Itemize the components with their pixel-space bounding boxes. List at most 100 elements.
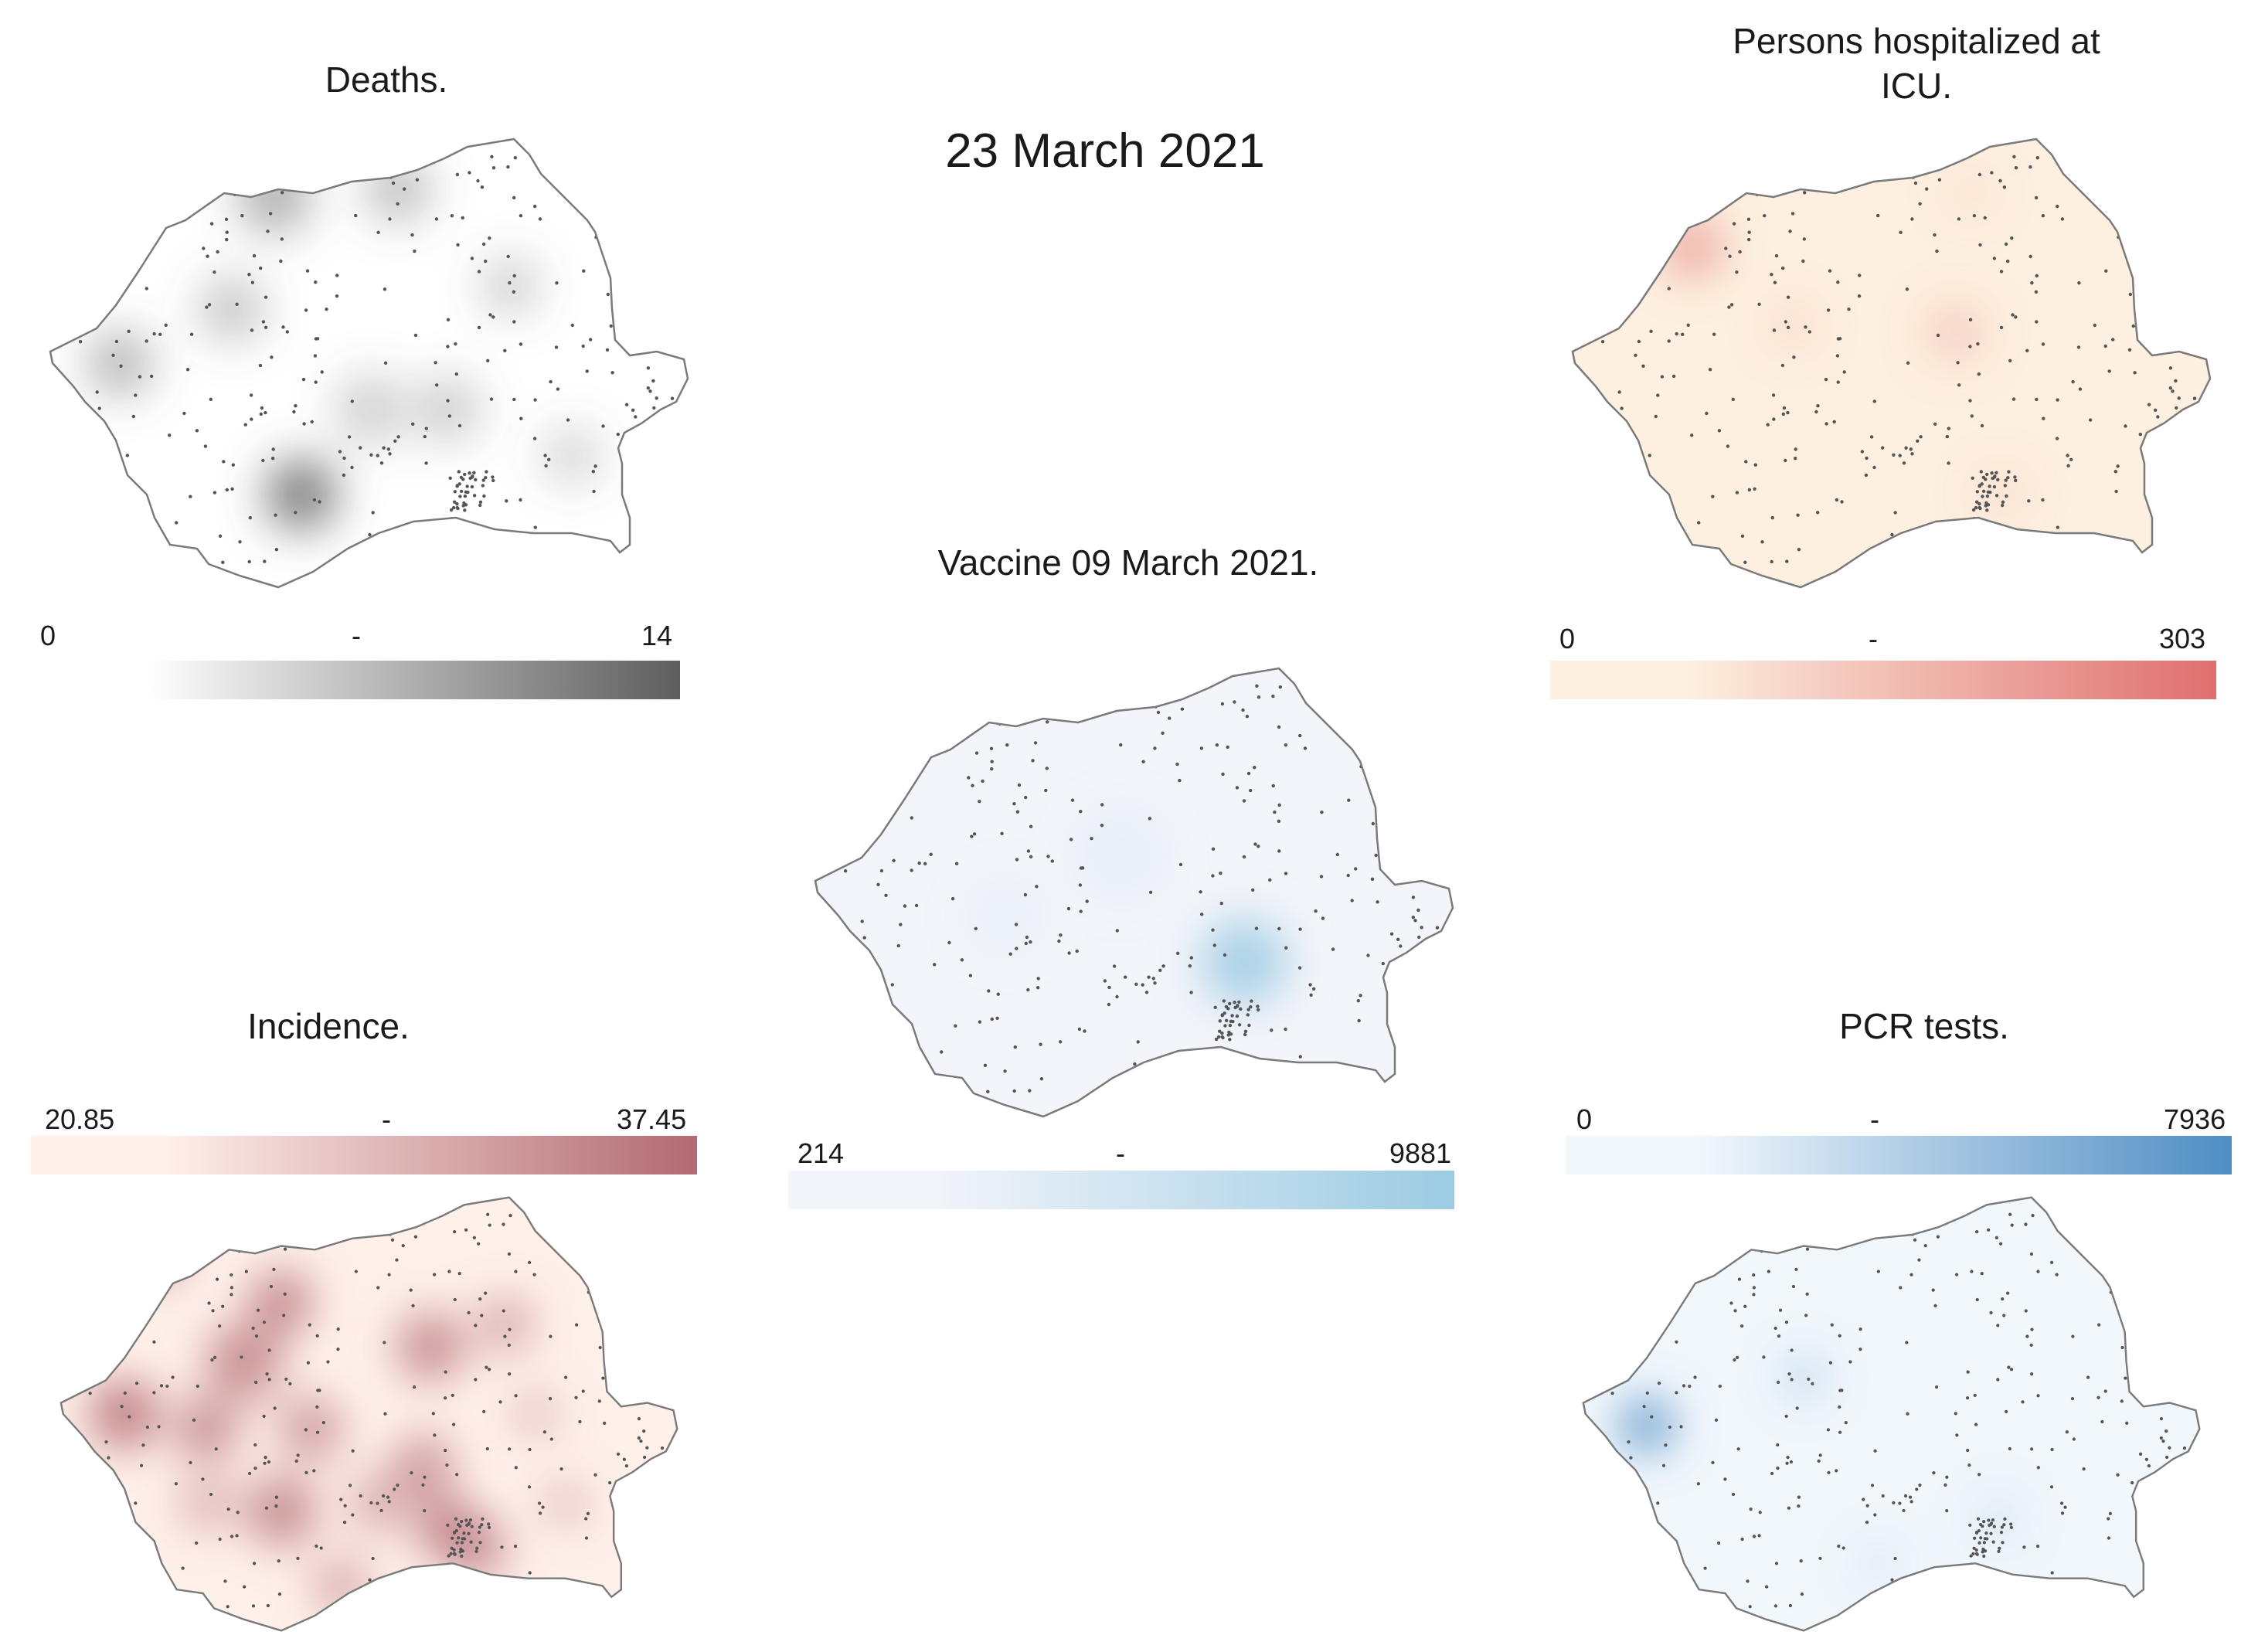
- sample-site-dot: [601, 1376, 605, 1380]
- sample-site-dot: [1931, 1288, 1935, 1292]
- sample-site-dot: [1975, 1552, 1979, 1556]
- sample-site-dot: [2009, 1368, 2014, 1372]
- sample-site-dot: [1335, 852, 1339, 857]
- sample-site-dot: [435, 383, 439, 387]
- sample-site-dot: [1627, 1440, 1631, 1444]
- sample-site-dot: [1284, 743, 1288, 747]
- sample-site-dot: [1277, 803, 1281, 807]
- sample-site-dot: [131, 414, 135, 419]
- sample-site-dot: [1785, 1461, 1789, 1465]
- sample-site-dot: [104, 287, 108, 292]
- sample-site-dot: [859, 1033, 864, 1038]
- sample-site-dot: [653, 1351, 657, 1355]
- sample-site-dot: [2055, 1273, 2059, 1276]
- density-hotspot: [247, 1477, 315, 1545]
- sample-site-dot: [1059, 1040, 1063, 1044]
- sample-site-dot: [1432, 1085, 1436, 1089]
- sample-site-dot: [555, 543, 559, 548]
- sample-site-dot: [157, 1425, 161, 1429]
- sample-site-dot: [165, 1214, 170, 1218]
- sample-site-dot: [424, 427, 428, 430]
- sample-site-dot: [1752, 1286, 1756, 1290]
- sample-site-dot: [1844, 1420, 1848, 1425]
- density-hotspot: [1947, 170, 1994, 216]
- sample-site-dot: [2111, 338, 2115, 342]
- sample-site-dot: [294, 1459, 298, 1463]
- sample-site-dot: [1222, 999, 1226, 1003]
- sample-site-dot: [2001, 500, 2005, 504]
- sample-site-dot: [1151, 977, 1155, 981]
- sample-site-dot: [1835, 354, 1840, 358]
- sample-site-dot: [498, 1400, 502, 1404]
- sample-site-dot: [1977, 484, 1981, 488]
- sample-site-dot: [302, 422, 306, 426]
- sample-site-dot: [447, 1554, 451, 1558]
- sample-site-dot: [610, 247, 614, 252]
- sample-site-dot: [2165, 1540, 2169, 1544]
- sample-site-dot: [2107, 369, 2111, 373]
- sample-site-dot: [1978, 243, 1982, 247]
- sample-site-dot: [453, 1297, 457, 1302]
- sample-site-dot: [253, 1467, 257, 1470]
- sample-site-dot: [456, 1522, 461, 1527]
- sample-site-dot: [1013, 1045, 1017, 1049]
- pcr-color-bar: [1566, 1136, 2232, 1174]
- sample-site-dot: [478, 1297, 482, 1301]
- sample-site-dot: [94, 467, 98, 471]
- sample-site-dot: [2168, 366, 2173, 370]
- sample-site-dot: [1100, 803, 1104, 807]
- sample-site-dot: [1219, 871, 1223, 875]
- sample-site-dot: [2077, 543, 2081, 548]
- sample-site-dot: [1257, 695, 1261, 699]
- sample-site-dot: [94, 564, 97, 569]
- sample-site-dot: [1107, 1002, 1111, 1007]
- sample-site-dot: [2134, 220, 2139, 225]
- sample-site-dot: [1904, 446, 1908, 450]
- sample-site-dot: [655, 422, 660, 426]
- sample-site-dot: [2036, 1394, 2040, 1398]
- sample-site-dot: [78, 1525, 82, 1530]
- sample-site-dot: [658, 1290, 662, 1294]
- sample-site-dot: [1228, 1023, 1233, 1028]
- sample-site-dot: [350, 465, 354, 470]
- sample-site-dot: [2035, 274, 2039, 278]
- sample-site-dot: [376, 1286, 380, 1290]
- sample-site-dot: [145, 339, 148, 343]
- sample-site-dot: [1346, 873, 1350, 878]
- sample-site-dot: [111, 468, 114, 472]
- sample-site-dot: [506, 254, 510, 259]
- sample-site-dot: [592, 1270, 596, 1273]
- sample-site-dot: [250, 280, 255, 284]
- sample-site-dot: [1634, 1222, 1638, 1226]
- sample-site-dot: [1870, 1484, 1875, 1487]
- sample-site-dot: [668, 235, 672, 239]
- sample-site-dot: [1945, 434, 1949, 439]
- sample-site-dot: [304, 1470, 308, 1475]
- sample-site-dot: [1637, 1314, 1641, 1317]
- density-hotspots: [89, 158, 599, 529]
- sample-site-dot: [1668, 1425, 1671, 1429]
- sample-site-dot: [1830, 1323, 1834, 1327]
- sample-site-dot: [1975, 1230, 1979, 1234]
- sample-site-dot: [95, 390, 99, 394]
- sample-site-dot: [263, 1461, 267, 1465]
- sample-site-dot: [1226, 745, 1229, 750]
- sample-site-dot: [1971, 508, 1976, 512]
- sample-site-dot: [485, 1446, 489, 1451]
- sample-site-dot: [2030, 1327, 2034, 1331]
- sample-site-dot: [1590, 478, 1594, 483]
- sample-site-dot: [413, 333, 418, 338]
- sample-site-dot: [1902, 461, 1906, 465]
- sample-site-dot: [1971, 476, 1974, 480]
- sample-site-dot: [491, 315, 495, 319]
- sample-site-dot: [828, 776, 832, 780]
- sample-site-dot: [868, 694, 872, 699]
- sample-site-dot: [78, 340, 83, 344]
- sample-site-dot: [843, 838, 848, 842]
- sample-site-dot: [1107, 985, 1111, 990]
- sample-site-dot: [886, 808, 889, 812]
- sample-site-dot: [1770, 559, 1773, 564]
- sample-site-dot: [2025, 1334, 2029, 1338]
- sample-site-dot: [88, 1600, 93, 1605]
- sample-site-dot: [989, 746, 994, 750]
